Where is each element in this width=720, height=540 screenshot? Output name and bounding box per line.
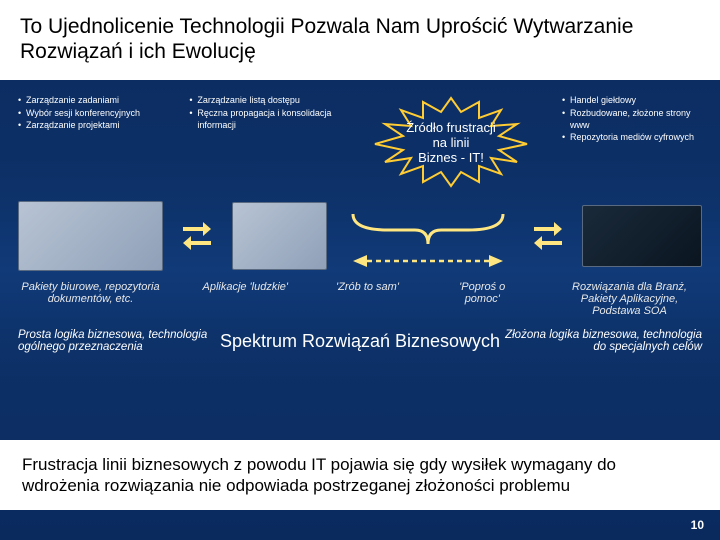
starburst-line2: na linii [432, 135, 469, 150]
image-placeholder [582, 205, 702, 267]
page-number: 10 [691, 518, 704, 532]
curly-brace-icon [343, 204, 513, 268]
col1-bullets: Zarządzanie zadaniami Wybór sesji konfer… [18, 94, 168, 130]
bullet-item: Zarządzanie listą dostępu [189, 94, 339, 106]
double-arrow-icon [534, 219, 562, 253]
flow-arrows [530, 219, 566, 253]
starburst-line1: Źródło frustracji [406, 120, 496, 135]
col2-bullets: Zarządzanie listą dostępu Ręczna propaga… [189, 94, 339, 130]
label-col3a: 'Zrób to sam' [328, 281, 408, 293]
spectrum-row: Prosta logika biznesowa, technologia ogó… [18, 329, 702, 353]
flow-arrows [179, 219, 215, 253]
label-col1: Pakiety biurowe, repozytoria dokumentów,… [18, 281, 163, 305]
slide-title: To Ujednolicenie Technologii Pozwala Nam… [0, 0, 720, 80]
starburst-line3: Biznes - IT! [418, 150, 484, 165]
image-placeholder [18, 201, 163, 271]
slide-content: Zarządzanie zadaniami Wybór sesji konfer… [0, 80, 720, 353]
bottom-callout: Frustracja linii biznesowych z powodu IT… [0, 440, 720, 511]
bullet-item: Zarządzanie zadaniami [18, 94, 168, 106]
dashed-double-arrow-icon [353, 254, 503, 268]
bullet-item: Rozbudowane, złożone strony www [562, 107, 702, 131]
row-images [18, 197, 702, 275]
label-col2: Aplikacje 'ludzkie' [198, 281, 293, 293]
spectrum-center-label: Spektrum Rozwiązań Biznesowych [218, 331, 502, 352]
bullet-item: Handel giełdowy [562, 94, 702, 106]
double-arrow-icon [183, 219, 211, 253]
bullet-item: Repozytoria mediów cyfrowych [562, 131, 702, 143]
row-labels: Pakiety biurowe, repozytoria dokumentów,… [18, 281, 702, 317]
bullet-item: Ręczna propagacja i konsolidacja informa… [189, 107, 339, 131]
label-col3b: 'Poproś o pomoc' [442, 281, 522, 305]
bullet-item: Wybór sesji konferencyjnych [18, 107, 168, 119]
spectrum-right-label: Złożona logika biznesowa, technologia do… [502, 329, 702, 353]
row-bullets: Zarządzanie zadaniami Wybór sesji konfer… [18, 94, 702, 189]
starburst-container: Źródło frustracji na linii Biznes - IT! [361, 94, 541, 189]
col4-bullets: Handel giełdowy Rozbudowane, złożone str… [562, 94, 702, 143]
starburst-icon: Źródło frustracji na linii Biznes - IT! [361, 94, 541, 189]
label-col4: Rozwiązania dla Branż, Pakiety Aplikacyj… [557, 281, 702, 317]
bullet-item: Zarządzanie projektami [18, 119, 168, 131]
spectrum-left-label: Prosta logika biznesowa, technologia ogó… [18, 329, 218, 353]
image-placeholder [232, 202, 327, 270]
